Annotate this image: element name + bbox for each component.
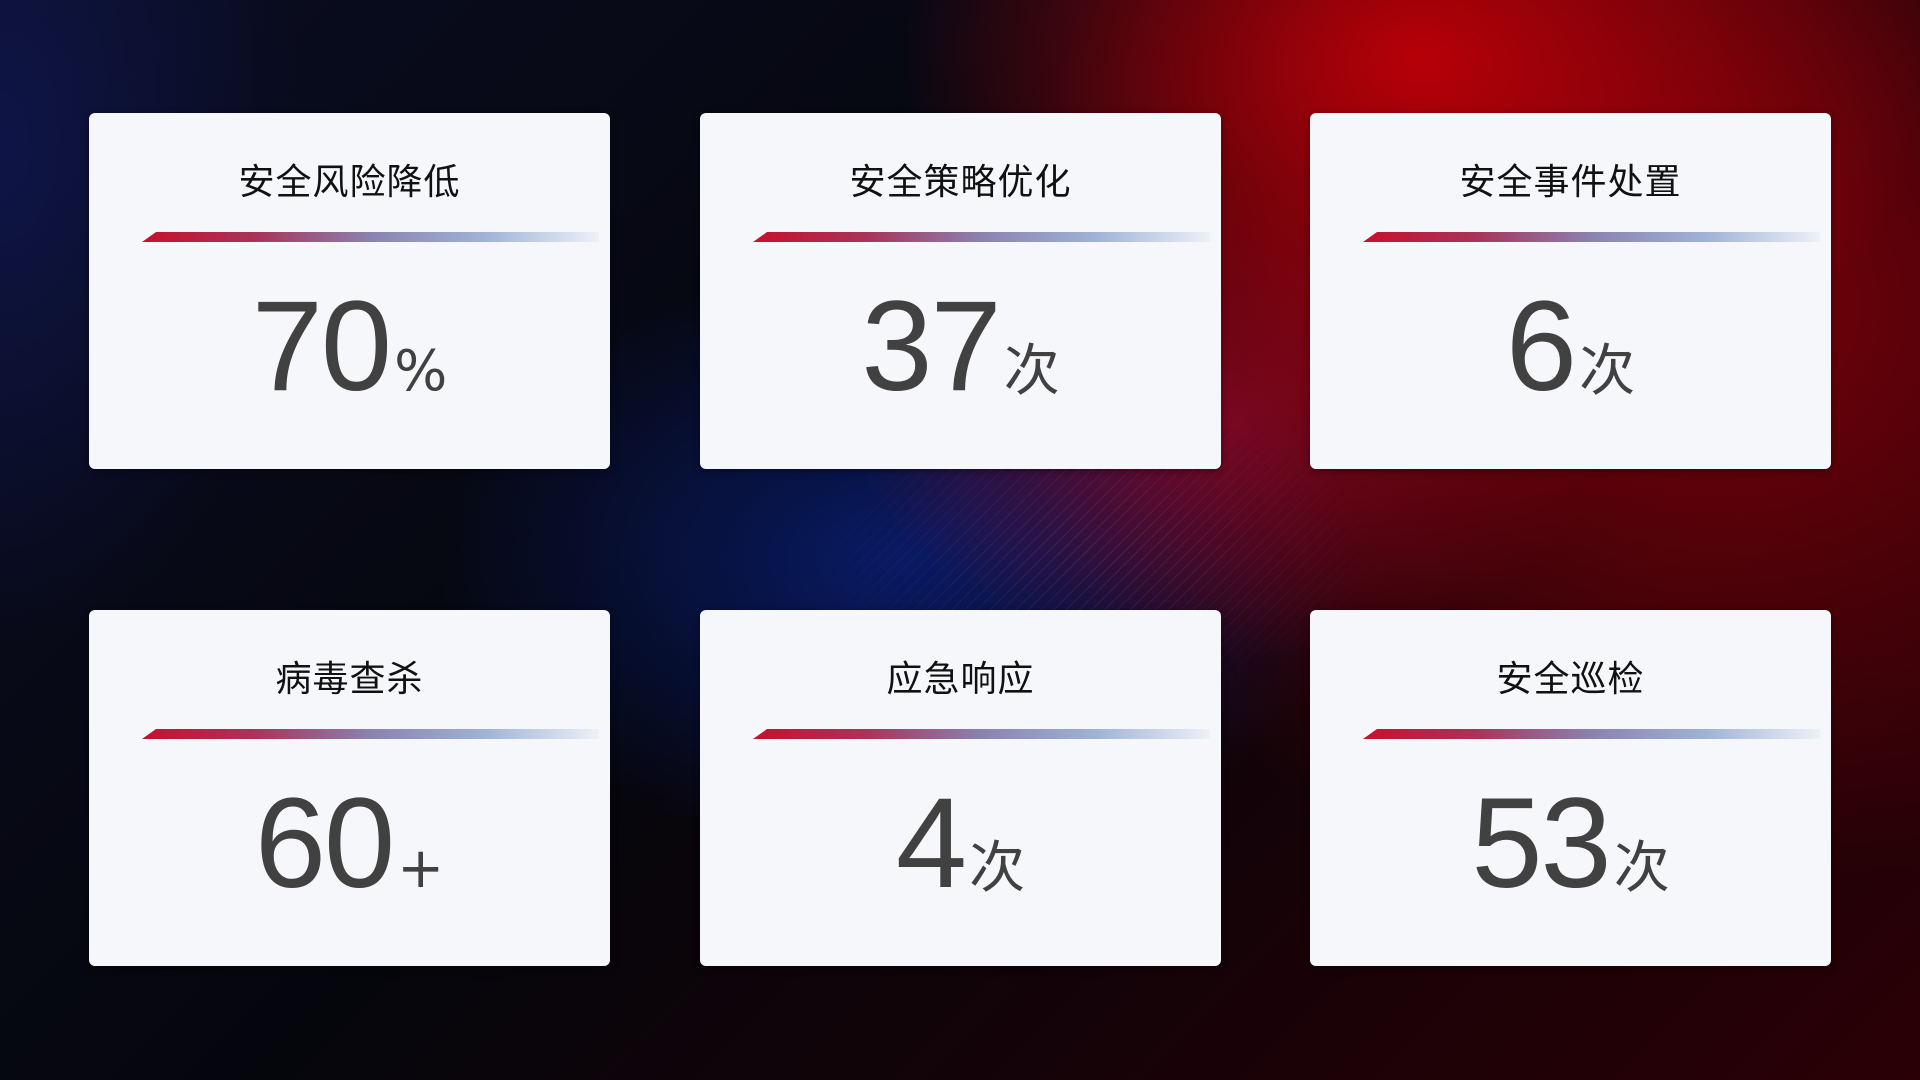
value-unit: + <box>397 836 445 901</box>
value-number: 6 <box>1505 275 1577 418</box>
card-title: 安全事件处置 <box>1459 162 1682 203</box>
card-title: 安全风险降低 <box>238 162 461 203</box>
stat-card-risk-reduction: 安全风险降低 70% <box>89 113 610 469</box>
card-title: 安全巡检 <box>1496 659 1645 700</box>
card-value: 6次 <box>1310 273 1831 420</box>
card-title: 安全策略优化 <box>849 162 1072 203</box>
value-unit: 次 <box>969 836 1026 901</box>
value-unit: 次 <box>1003 339 1060 404</box>
value-number: 37 <box>861 275 1001 418</box>
card-divider <box>142 232 599 242</box>
card-value: 70% <box>89 273 610 420</box>
card-divider <box>753 729 1210 739</box>
card-value: 53次 <box>1310 770 1831 917</box>
stat-card-incident-handling: 安全事件处置 6次 <box>1310 113 1831 469</box>
stat-card-emergency-response: 应急响应 4次 <box>700 610 1221 966</box>
value-unit: 次 <box>1613 836 1670 901</box>
card-value: 60+ <box>89 770 610 917</box>
card-divider <box>1363 232 1820 242</box>
stat-card-security-patrol: 安全巡检 53次 <box>1310 610 1831 966</box>
stat-card-virus-removal: 病毒查杀 60+ <box>89 610 610 966</box>
card-value: 4次 <box>700 770 1221 917</box>
value-number: 4 <box>895 772 967 915</box>
card-divider <box>142 729 599 739</box>
card-title: 病毒查杀 <box>275 659 424 700</box>
card-title: 应急响应 <box>886 659 1035 700</box>
card-value: 37次 <box>700 273 1221 420</box>
value-number: 60 <box>254 772 395 915</box>
value-unit: 次 <box>1579 339 1636 404</box>
value-number: 70 <box>251 275 392 418</box>
card-divider <box>753 232 1210 242</box>
stat-card-policy-optimization: 安全策略优化 37次 <box>700 113 1221 469</box>
value-unit: % <box>394 339 448 404</box>
card-divider <box>1363 729 1820 739</box>
value-number: 53 <box>1471 772 1611 915</box>
